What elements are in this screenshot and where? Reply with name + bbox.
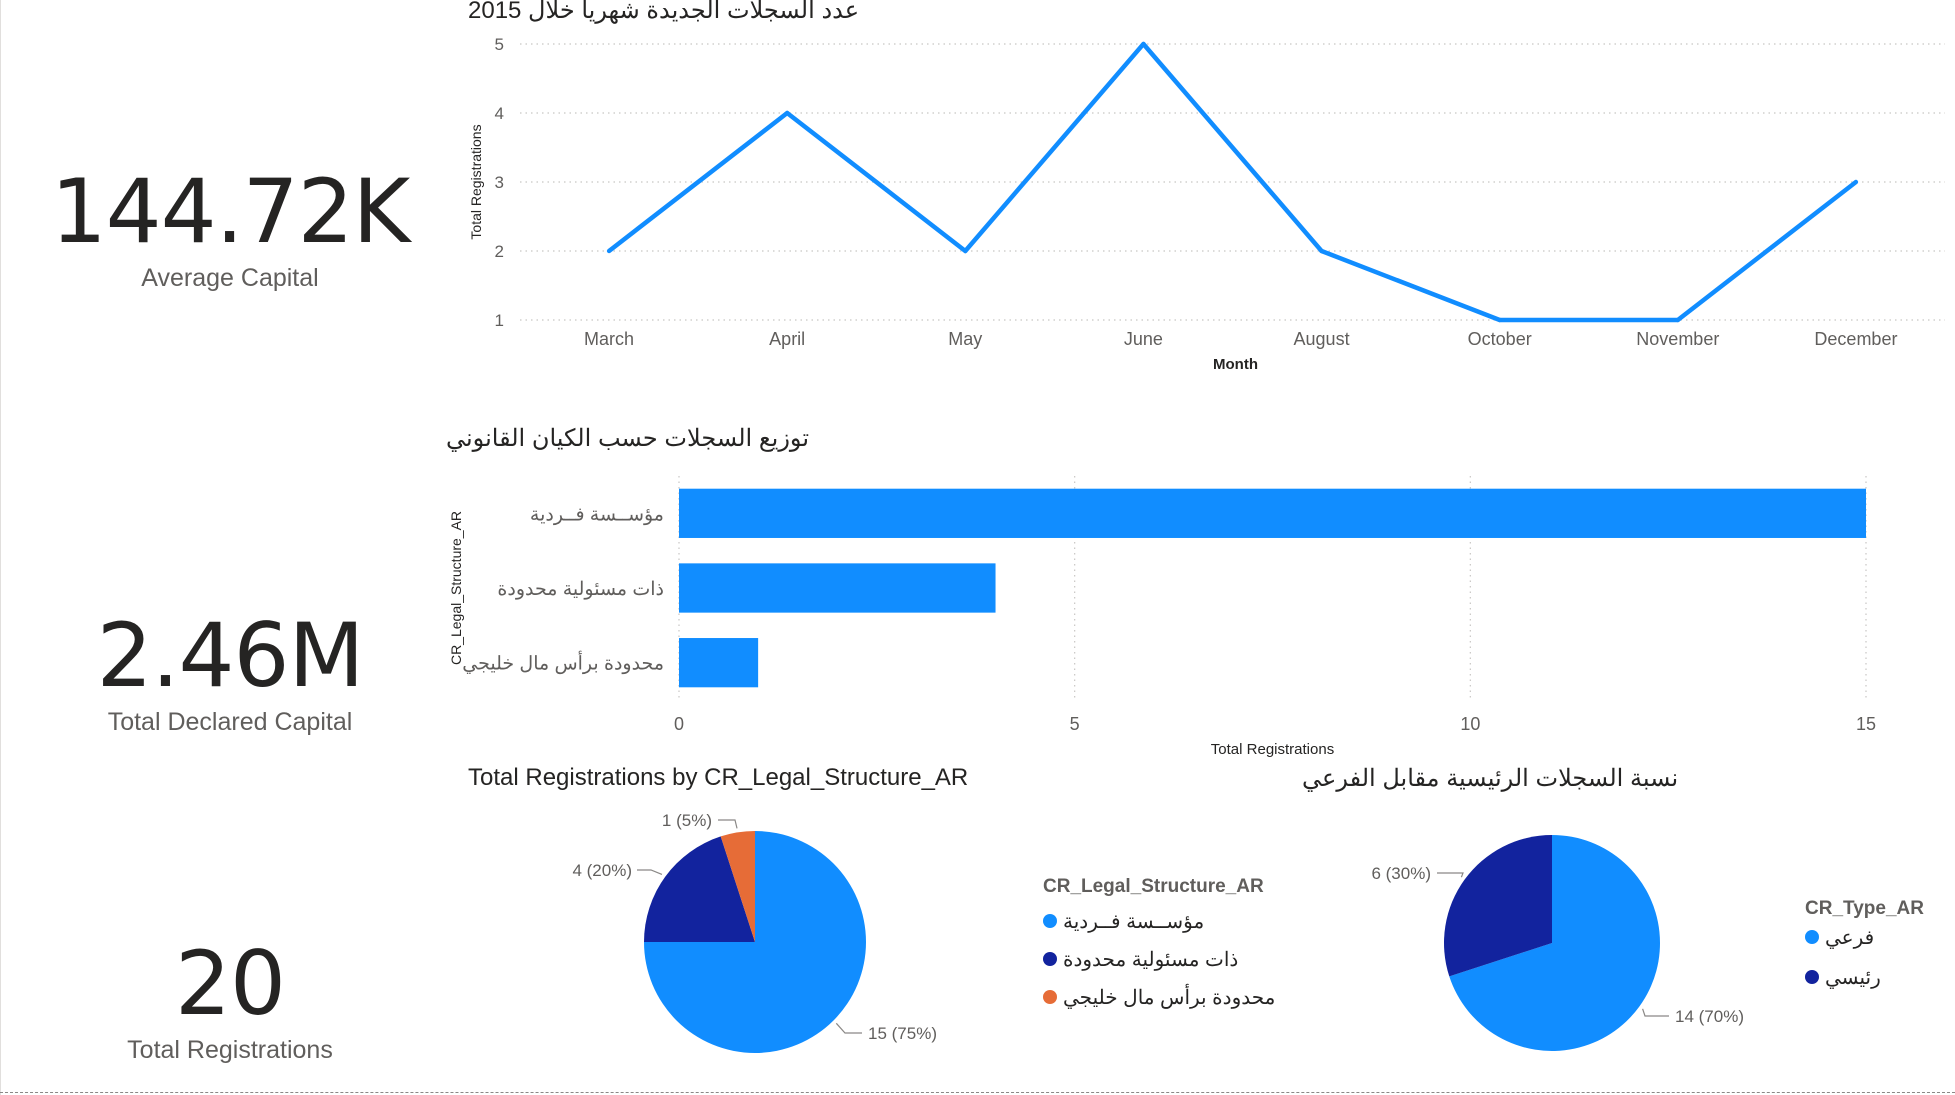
line-y-axis-title: Total Registrations (468, 124, 484, 239)
bar (679, 488, 1866, 538)
line-x-tick-label: August (1294, 329, 1350, 349)
line-x-tick-label: April (769, 329, 805, 349)
line-x-axis-title: Month (1213, 356, 1258, 373)
pie2-chart-title: نسبة السجلات الرئيسية مقابل الفرعي (1302, 765, 1679, 792)
pie-legend-label: مؤســسة فــردية (1063, 911, 1204, 933)
kpi-label: Total Registrations (127, 1036, 333, 1064)
bar-y-axis-title: CR_Legal_Structure_AR (448, 511, 464, 665)
line-series (607, 41, 1858, 323)
pie1-chart-title: Total Registrations by CR_Legal_Structur… (468, 764, 969, 791)
pie-legend-label: محدودة برأس مال خليجي (1063, 983, 1275, 1009)
line-y-tick-label: 3 (495, 173, 504, 192)
line-chart: 1 2 3 4 5 March April May June August October Novem… (468, 35, 1945, 373)
bar-x-tick-label: 0 (674, 714, 684, 734)
line-point (1319, 248, 1324, 254)
kpi-label: Total Declared Capital (107, 708, 353, 736)
pie-legend-label: ذات مسئولية محدودة (1063, 949, 1238, 971)
pie-leader-line (1642, 1008, 1669, 1017)
line-chart-title: عدد السجلات الجديدة شهريا خلال 2015 (468, 0, 860, 24)
line-point (1853, 179, 1859, 185)
bar-x-tick-label: 10 (1460, 714, 1480, 734)
kpi-value: 20 (175, 932, 286, 1035)
pie-data-label: 4 (20%) (572, 861, 632, 880)
bar-category-label: ذات مسئولية محدودة (497, 579, 664, 600)
bar-x-tick-label: 15 (1856, 714, 1876, 734)
line-x-tick-label: November (1636, 329, 1719, 349)
pie-data-label: 14 (70%) (1675, 1007, 1744, 1026)
line-point (784, 110, 790, 116)
pie-legend-marker (1043, 952, 1057, 966)
pie-leader-line (1437, 872, 1464, 878)
pie-leader-line (637, 869, 663, 875)
kpi-total-declared-capital[interactable]: 2.46M Total Declared Capital (0, 612, 460, 737)
pie-slice (1443, 835, 1552, 977)
page-bottom-border (0, 1092, 1955, 1093)
pie-legend-label: رئيسي (1825, 967, 1881, 989)
bar-x-axis-title: Total Registrations (1211, 741, 1334, 758)
pie-slice (720, 831, 755, 942)
bar (679, 563, 996, 613)
line-y-tick-label: 4 (495, 104, 504, 123)
line-point (1497, 317, 1502, 323)
pie-slice (644, 836, 755, 942)
kpi-label: Average Capital (141, 264, 319, 292)
pie-legend-title: CR_Type_AR (1805, 898, 1924, 919)
bar-chart: 0 5 10 15 مؤســسة فــردية ذات مسئولية محدودة م… (448, 476, 1876, 758)
kpi-total-registrations[interactable]: 20 Total Registrations (0, 940, 460, 1065)
pie-legend-marker (1043, 914, 1057, 928)
left-border (0, 0, 1, 1095)
pie-data-label: 1 (5%) (662, 811, 712, 830)
pie-data-label: 6 (30%) (1371, 864, 1431, 883)
line-point (606, 248, 612, 254)
line-point (1141, 41, 1146, 47)
line-x-tick-label: December (1814, 329, 1897, 349)
bar-chart-title: توزيع السجلات حسب الكيان القانوني (446, 425, 810, 452)
kpi-value: 144.72K (50, 160, 411, 263)
pie-legend-marker (1043, 990, 1057, 1004)
line-y-tick-label: 2 (495, 242, 504, 261)
pie-leader-line (835, 1022, 862, 1034)
line-x-tick-label: May (948, 329, 982, 349)
pie1-chart: 15 (75%) 4 (20%) 1 (5%) CR_Legal_Structure_… (572, 811, 1275, 1053)
pie-slice (1449, 835, 1660, 1051)
line-point (1675, 317, 1681, 323)
pie-leader-line (718, 819, 738, 829)
line-x-tick-label: October (1468, 329, 1532, 349)
kpi-average-capital[interactable]: 144.72K Average Capital (0, 168, 460, 293)
line-y-tick-label: 1 (495, 311, 504, 330)
bar (679, 638, 759, 688)
kpi-value: 2.46M (96, 604, 365, 707)
line-point (963, 248, 968, 254)
pie-legend-label: فرعي (1825, 927, 1874, 949)
pie-data-label: 15 (75%) (868, 1024, 937, 1043)
pie2-chart: 14 (70%) 6 (30%) CR_Type_AR فرعي رئيسي (1371, 835, 1924, 1051)
pie-legend-marker (1805, 970, 1819, 984)
bar-category-label: مؤســسة فــردية (530, 504, 664, 525)
pie-legend-marker (1805, 930, 1819, 944)
line-y-tick-label: 5 (495, 35, 504, 54)
bar-x-tick-label: 5 (1070, 714, 1080, 734)
line-x-tick-label: June (1124, 329, 1163, 349)
line-x-tick-label: March (584, 329, 634, 349)
bar-category-label: محدودة برأس مال خليجي (462, 650, 664, 675)
pie-legend-title: CR_Legal_Structure_AR (1043, 876, 1264, 897)
